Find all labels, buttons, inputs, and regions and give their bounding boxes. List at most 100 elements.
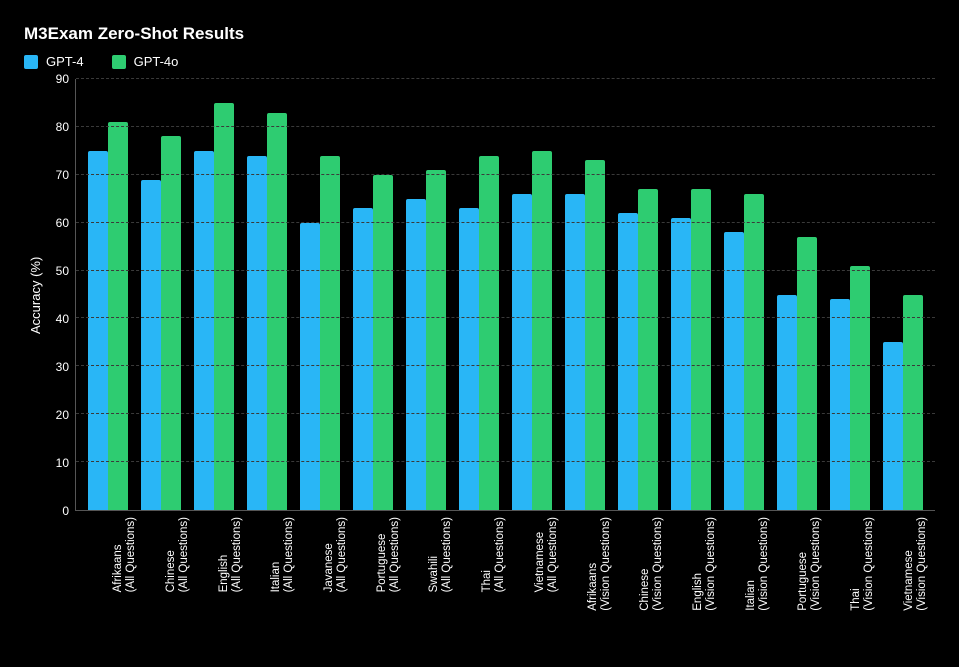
x-label-cell: Italian(All Questions) (244, 511, 297, 639)
x-label-cell: Portuguese(Vision Questions) (771, 511, 824, 639)
y-tick: 40 (43, 312, 69, 326)
x-label: Swahili(All Questions) (428, 517, 454, 592)
gridline (76, 222, 935, 223)
bar-gpt4o (744, 194, 764, 510)
x-label: Afrikaans(Vision Questions) (587, 517, 613, 611)
x-label-cell: English(All Questions) (191, 511, 244, 639)
bar-group (82, 79, 135, 510)
x-label-cell: Thai(All Questions) (455, 511, 508, 639)
bars-container (76, 79, 935, 510)
x-label: Afrikaans(All Questions) (112, 517, 138, 592)
bar-gpt4 (618, 213, 638, 510)
bar-group (558, 79, 611, 510)
x-label-cell: Italian(Vision Questions) (718, 511, 771, 639)
x-label: English(Vision Questions) (692, 517, 718, 611)
bar-group (241, 79, 294, 510)
x-label-cell: Afrikaans(All Questions) (86, 511, 139, 639)
bar-gpt4 (671, 218, 691, 510)
x-label: Vietnamese(Vision Questions) (903, 517, 929, 611)
x-label: Portuguese(All Questions) (376, 517, 402, 592)
gridline (76, 317, 935, 318)
x-label-cell: Vietnamese(Vision Questions) (876, 511, 929, 639)
x-label-cell: Swahili(All Questions) (402, 511, 455, 639)
gridline (76, 126, 935, 127)
legend-item-gpt4o: GPT-4o (112, 54, 179, 69)
x-label-cell: Chinese(Vision Questions) (613, 511, 666, 639)
x-label: English(All Questions) (218, 517, 244, 592)
bar-group (294, 79, 347, 510)
bar-gpt4 (406, 199, 426, 510)
bar-gpt4 (883, 342, 903, 510)
y-tick: 50 (43, 264, 69, 278)
legend-label-gpt4: GPT-4 (46, 54, 84, 69)
bar-gpt4o (267, 113, 287, 510)
gridline (76, 174, 935, 175)
legend-swatch-gpt4o (112, 55, 126, 69)
bar-gpt4 (830, 299, 850, 510)
bar-group (188, 79, 241, 510)
x-label-cell: English(Vision Questions) (666, 511, 719, 639)
gridline (76, 365, 935, 366)
y-tick: 70 (43, 168, 69, 182)
legend-label-gpt4o: GPT-4o (134, 54, 179, 69)
bar-gpt4o (797, 237, 817, 510)
bar-group (506, 79, 559, 510)
x-label-cell: Javanese(All Questions) (297, 511, 350, 639)
bar-gpt4 (512, 194, 532, 510)
bar-gpt4 (247, 156, 267, 510)
bar-group (400, 79, 453, 510)
bar-gpt4o (108, 122, 128, 510)
bar-group (664, 79, 717, 510)
x-label: Thai(All Questions) (481, 517, 507, 592)
x-label: Javanese(All Questions) (323, 517, 349, 592)
y-tick: 20 (43, 408, 69, 422)
bar-gpt4o (585, 160, 605, 510)
x-label: Chinese(All Questions) (165, 517, 191, 592)
gridline (76, 270, 935, 271)
bar-gpt4 (194, 151, 214, 510)
y-tick: 90 (43, 72, 69, 86)
gridline (76, 461, 935, 462)
bar-group (823, 79, 876, 510)
bar-gpt4o (903, 295, 923, 511)
bar-group (717, 79, 770, 510)
x-label: Italian(All Questions) (270, 517, 296, 592)
bar-gpt4o (373, 175, 393, 510)
y-axis: 0102030405060708090 (43, 79, 75, 511)
x-axis-labels: Afrikaans(All Questions) Chinese(All Ques… (80, 511, 935, 639)
bar-gpt4o (320, 156, 340, 510)
x-label-cell: Chinese(All Questions) (139, 511, 192, 639)
y-tick: 80 (43, 120, 69, 134)
y-tick: 0 (43, 504, 69, 518)
bar-gpt4 (777, 295, 797, 511)
plot-area: Accuracy (%) 0102030405060708090 Afrikaa… (24, 79, 935, 639)
x-label-cell: Thai(Vision Questions) (824, 511, 877, 639)
plot (75, 79, 935, 511)
x-label: Portuguese(Vision Questions) (797, 517, 823, 611)
legend-item-gpt4: GPT-4 (24, 54, 84, 69)
x-label: Chinese(Vision Questions) (639, 517, 665, 611)
x-label: Italian(Vision Questions) (745, 517, 771, 611)
bar-gpt4 (353, 208, 373, 510)
bar-gpt4o (161, 136, 181, 510)
gridline (76, 78, 935, 79)
bar-group (453, 79, 506, 510)
x-label-cell: Vietnamese(All Questions) (508, 511, 561, 639)
bar-gpt4o (479, 156, 499, 510)
y-tick: 10 (43, 456, 69, 470)
x-label: Vietnamese(All Questions) (534, 517, 560, 592)
bar-group (770, 79, 823, 510)
bar-gpt4o (532, 151, 552, 510)
x-label-cell: Afrikaans(Vision Questions) (560, 511, 613, 639)
legend-swatch-gpt4 (24, 55, 38, 69)
legend: GPT-4 GPT-4o (24, 54, 935, 69)
bar-gpt4 (88, 151, 108, 510)
x-label: Thai(Vision Questions) (850, 517, 876, 611)
bar-gpt4o (214, 103, 234, 510)
y-tick: 60 (43, 216, 69, 230)
gridline (76, 413, 935, 414)
y-axis-label: Accuracy (%) (24, 79, 43, 511)
bar-group (876, 79, 929, 510)
y-tick: 30 (43, 360, 69, 374)
bar-gpt4 (724, 232, 744, 510)
